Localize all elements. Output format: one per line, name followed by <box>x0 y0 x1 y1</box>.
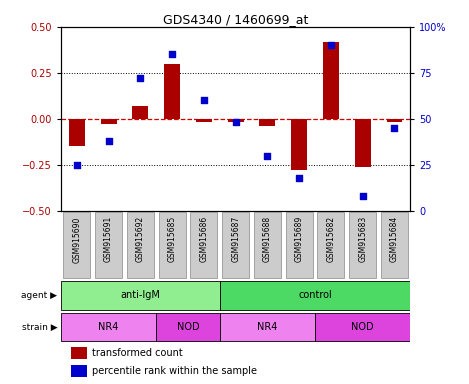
Text: GSM915689: GSM915689 <box>295 216 304 263</box>
FancyBboxPatch shape <box>61 313 156 341</box>
Point <box>168 51 176 58</box>
FancyBboxPatch shape <box>254 212 281 278</box>
Text: GSM915691: GSM915691 <box>104 216 113 263</box>
Point <box>359 193 366 199</box>
Text: agent ▶: agent ▶ <box>22 291 58 300</box>
Bar <box>323 41 339 119</box>
Bar <box>291 119 307 170</box>
FancyBboxPatch shape <box>318 212 344 278</box>
Text: control: control <box>298 290 332 300</box>
Text: GSM915686: GSM915686 <box>199 216 208 263</box>
FancyBboxPatch shape <box>220 313 315 341</box>
FancyBboxPatch shape <box>159 212 186 278</box>
FancyBboxPatch shape <box>315 313 410 341</box>
Text: NR4: NR4 <box>257 322 278 332</box>
Text: GSM915690: GSM915690 <box>72 216 81 263</box>
Bar <box>386 119 402 122</box>
Point <box>136 75 144 81</box>
Text: GSM915684: GSM915684 <box>390 216 399 263</box>
Text: NOD: NOD <box>177 322 199 332</box>
FancyBboxPatch shape <box>220 281 410 310</box>
Bar <box>69 119 85 146</box>
Point <box>105 138 113 144</box>
Bar <box>228 119 243 122</box>
Bar <box>196 119 212 122</box>
Bar <box>164 64 180 119</box>
Text: GSM915687: GSM915687 <box>231 216 240 263</box>
FancyBboxPatch shape <box>222 212 249 278</box>
FancyBboxPatch shape <box>95 212 122 278</box>
Text: GSM915683: GSM915683 <box>358 216 367 263</box>
Text: NOD: NOD <box>351 322 374 332</box>
Bar <box>101 119 117 124</box>
FancyBboxPatch shape <box>63 212 91 278</box>
Bar <box>355 119 371 167</box>
FancyBboxPatch shape <box>349 212 376 278</box>
Text: GSM915688: GSM915688 <box>263 216 272 262</box>
Bar <box>132 106 148 119</box>
FancyBboxPatch shape <box>156 313 220 341</box>
Point <box>264 152 271 159</box>
Text: percentile rank within the sample: percentile rank within the sample <box>92 366 257 376</box>
Point <box>200 97 208 103</box>
Text: strain ▶: strain ▶ <box>22 323 58 331</box>
Bar <box>259 119 275 126</box>
Text: anti-IgM: anti-IgM <box>121 290 160 300</box>
FancyBboxPatch shape <box>61 281 220 310</box>
FancyBboxPatch shape <box>127 212 154 278</box>
FancyBboxPatch shape <box>286 212 313 278</box>
Bar <box>71 346 87 359</box>
Text: NR4: NR4 <box>98 322 119 332</box>
Title: GDS4340 / 1460699_at: GDS4340 / 1460699_at <box>163 13 308 26</box>
Point <box>73 162 81 168</box>
Point <box>232 119 239 126</box>
Text: transformed count: transformed count <box>92 348 183 358</box>
Bar <box>71 365 87 377</box>
FancyBboxPatch shape <box>381 212 408 278</box>
Text: GSM915685: GSM915685 <box>167 216 177 263</box>
Point <box>295 175 303 181</box>
Point <box>327 42 335 48</box>
FancyBboxPatch shape <box>190 212 218 278</box>
Text: GSM915682: GSM915682 <box>326 216 335 262</box>
Point <box>391 125 398 131</box>
Text: GSM915692: GSM915692 <box>136 216 145 263</box>
